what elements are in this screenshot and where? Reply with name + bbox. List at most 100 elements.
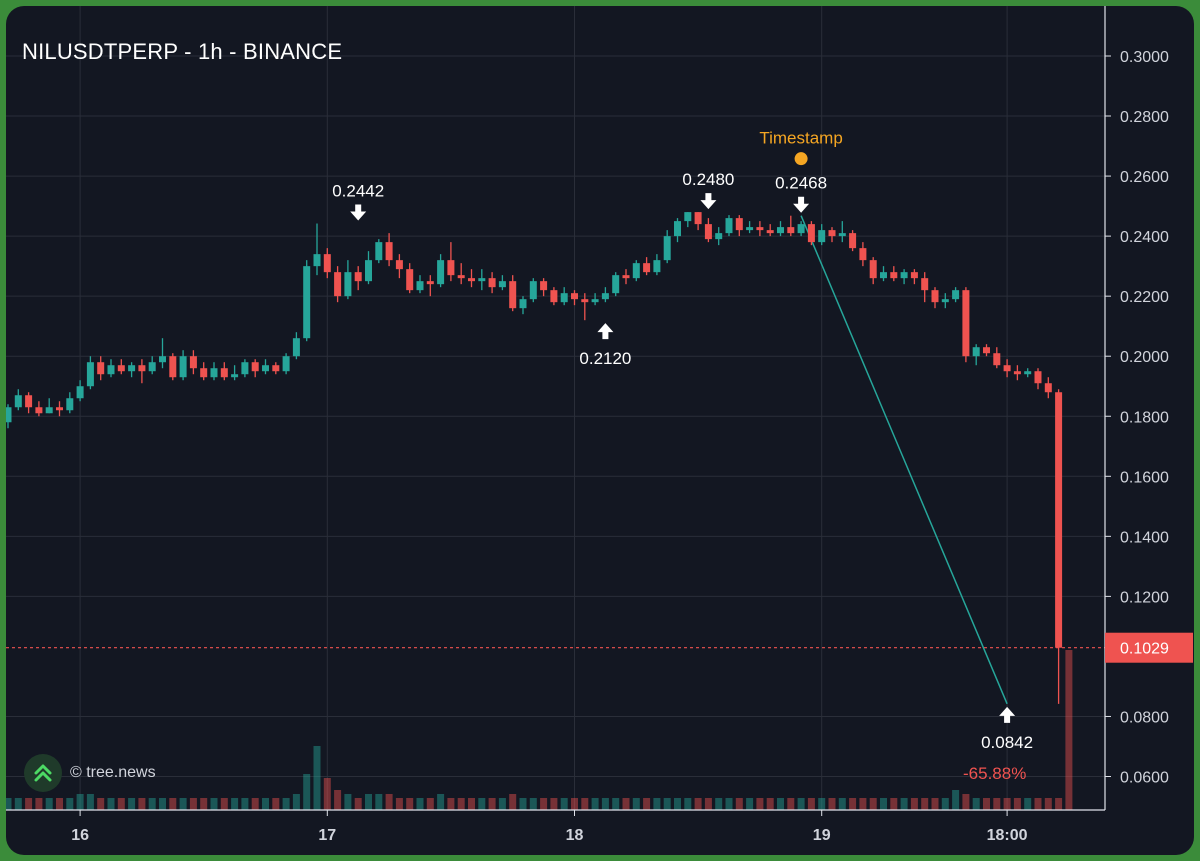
last-price-label: 0.1029 (1120, 641, 1169, 658)
volume-bar (334, 790, 342, 810)
candle-body (694, 212, 702, 225)
candle-body (303, 266, 311, 339)
volume-bar (323, 778, 331, 810)
volume-bar (787, 798, 795, 810)
candlestick-chart[interactable]: 0.3000 0.2800 0.2600 0.2400 0.2200 0.2000 0.18… (6, 6, 1194, 855)
candle-body (138, 365, 146, 372)
candle-body (704, 224, 712, 240)
volume-bar (14, 798, 22, 810)
volume-bar (952, 790, 960, 810)
candle-body (797, 224, 805, 234)
volume-bar (849, 798, 857, 810)
volume-bar (189, 798, 197, 810)
candle-body (519, 299, 527, 309)
candle-body (210, 368, 218, 378)
arrow-down-icon (793, 196, 810, 213)
volume-bar (272, 798, 280, 810)
watermark-text: © tree.news (70, 764, 156, 781)
candle-body (437, 260, 445, 285)
candle-body (488, 278, 496, 288)
volume-bar (746, 798, 754, 810)
candle-body (983, 347, 990, 354)
candle-body (457, 275, 465, 279)
volume-bar (282, 798, 290, 810)
candle-body (395, 260, 403, 270)
candle-body (292, 338, 300, 357)
volume-bar (540, 798, 548, 810)
volume-bar (931, 798, 939, 810)
volume-bar (313, 746, 321, 810)
volume-bar (529, 798, 537, 810)
price-change-label: -65.88% (963, 764, 1027, 783)
volume-bar (735, 798, 743, 810)
candle-body (406, 269, 414, 291)
candle-body (807, 224, 815, 243)
volume-bar (498, 798, 506, 810)
candle-body (591, 299, 599, 303)
y-tick-label: 0.1600 (1120, 469, 1169, 486)
candle-body (725, 218, 733, 234)
volume-bar (76, 794, 84, 810)
volume-bar (550, 798, 558, 810)
candle-body (251, 362, 259, 372)
volume-bar (1055, 798, 1063, 810)
low-price-annotation: 0.2120 (579, 349, 631, 368)
candle-body (148, 362, 156, 372)
volume-bar (818, 798, 826, 810)
volume-bar (25, 798, 33, 810)
candle-body (540, 281, 548, 291)
candle-body (334, 272, 342, 297)
volume-bar (148, 798, 156, 810)
volume-bar (6, 798, 12, 810)
volume-bar (107, 798, 115, 810)
candle-body (416, 281, 424, 291)
volume-bar (179, 798, 187, 810)
volume-bar (97, 798, 105, 810)
candle-body (921, 278, 929, 291)
volume-bar (674, 798, 681, 810)
volume-bar (797, 798, 805, 810)
x-tick-label: 19 (813, 827, 831, 844)
candle-body (715, 233, 723, 240)
candle-body (818, 230, 826, 243)
volume-bar (241, 798, 249, 810)
candle-body (1024, 371, 1032, 375)
candle-body (426, 281, 434, 285)
volume-bar (66, 798, 74, 810)
volume-bar (45, 798, 53, 810)
volume-bar (344, 794, 352, 810)
candle-body (828, 230, 836, 237)
candle-body (612, 275, 620, 294)
volume-bar (684, 798, 692, 810)
chart-title: NILUSDTPERP - 1h - BINANCE (22, 39, 343, 64)
timestamp-label: Timestamp (759, 129, 842, 148)
x-tick-label: 18 (566, 827, 584, 844)
volume-bar (941, 798, 949, 810)
volume-bar (447, 798, 455, 810)
candle-body (365, 260, 372, 282)
volume-bar (725, 798, 733, 810)
candle-body (509, 281, 517, 309)
volume-bar (385, 794, 393, 810)
candle-body (869, 260, 877, 279)
volume-bar (220, 798, 228, 810)
candle-body (962, 290, 970, 357)
volume-bar (303, 774, 311, 810)
volume-bar (962, 794, 970, 810)
volume-bar (395, 798, 403, 810)
last-price-badge (1105, 632, 1193, 663)
y-tick-label: 0.2800 (1120, 109, 1169, 126)
volume-bar (416, 798, 424, 810)
y-tick-label: 0.1400 (1120, 529, 1169, 546)
volume-bar (828, 798, 836, 810)
candle-body (910, 272, 918, 279)
candle-body (375, 242, 383, 261)
candle-body (128, 365, 136, 372)
volume-bar (880, 798, 887, 810)
volume-bar (406, 798, 414, 810)
candle-body (1055, 392, 1063, 648)
volume-bar (910, 798, 918, 810)
volume-bar (694, 798, 702, 810)
arrow-up-icon (999, 706, 1016, 723)
candle-body (179, 356, 187, 378)
